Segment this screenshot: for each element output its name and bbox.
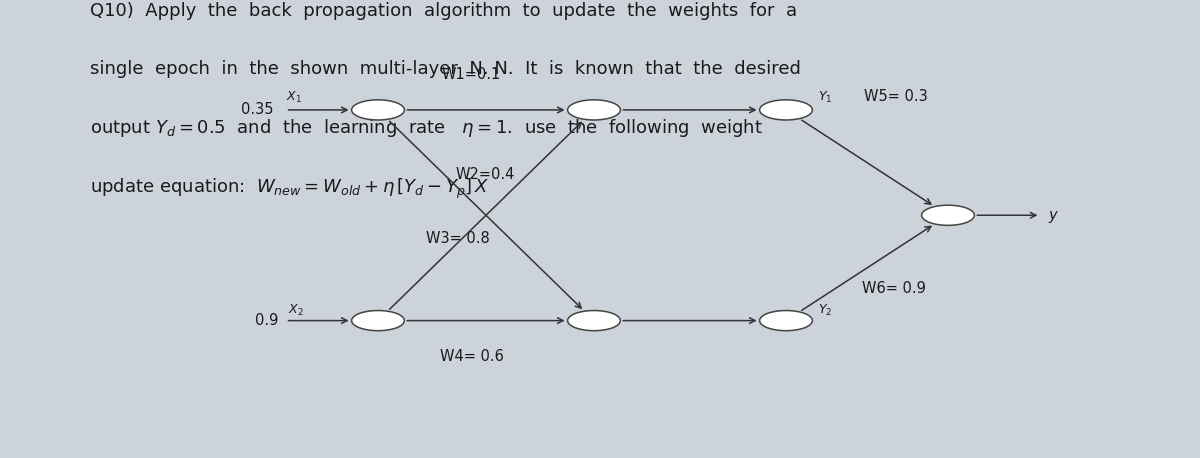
- Text: $Y_2$: $Y_2$: [818, 303, 833, 318]
- Circle shape: [568, 100, 620, 120]
- Text: W4= 0.6: W4= 0.6: [439, 349, 504, 364]
- Circle shape: [760, 311, 812, 331]
- Text: $X_1$: $X_1$: [286, 90, 301, 105]
- Text: 0.9: 0.9: [256, 313, 278, 328]
- Text: single  epoch  in  the  shown  multi-layer  N. N.  It  is  known  that  the  des: single epoch in the shown multi-layer N.…: [90, 60, 800, 77]
- Text: $Y_1$: $Y_1$: [818, 90, 833, 105]
- Text: W2=0.4: W2=0.4: [456, 167, 515, 181]
- Text: output $Y_d = 0.5$  and  the  learning  rate   $\eta = 1$.  use  the  following : output $Y_d = 0.5$ and the learning rate…: [90, 117, 763, 139]
- Text: W3= 0.8: W3= 0.8: [426, 231, 490, 245]
- Circle shape: [352, 311, 404, 331]
- Text: W6= 0.9: W6= 0.9: [862, 281, 925, 296]
- Text: W5= 0.3: W5= 0.3: [864, 89, 928, 104]
- Text: y: y: [1049, 208, 1057, 223]
- Text: Q10)  Apply  the  back  propagation  algorithm  to  update  the  weights  for  a: Q10) Apply the back propagation algorith…: [90, 2, 797, 20]
- Circle shape: [760, 100, 812, 120]
- Text: W1=0.1: W1=0.1: [442, 67, 502, 82]
- Circle shape: [922, 205, 974, 225]
- Text: 0.35: 0.35: [241, 103, 274, 117]
- Circle shape: [352, 100, 404, 120]
- Text: $X_2$: $X_2$: [288, 303, 304, 318]
- Text: update equation:  $W_{new} = W_{old} + \eta\,[Y_d - Y_p]\,X$: update equation: $W_{new} = W_{old} + \e…: [90, 176, 490, 201]
- Circle shape: [568, 311, 620, 331]
